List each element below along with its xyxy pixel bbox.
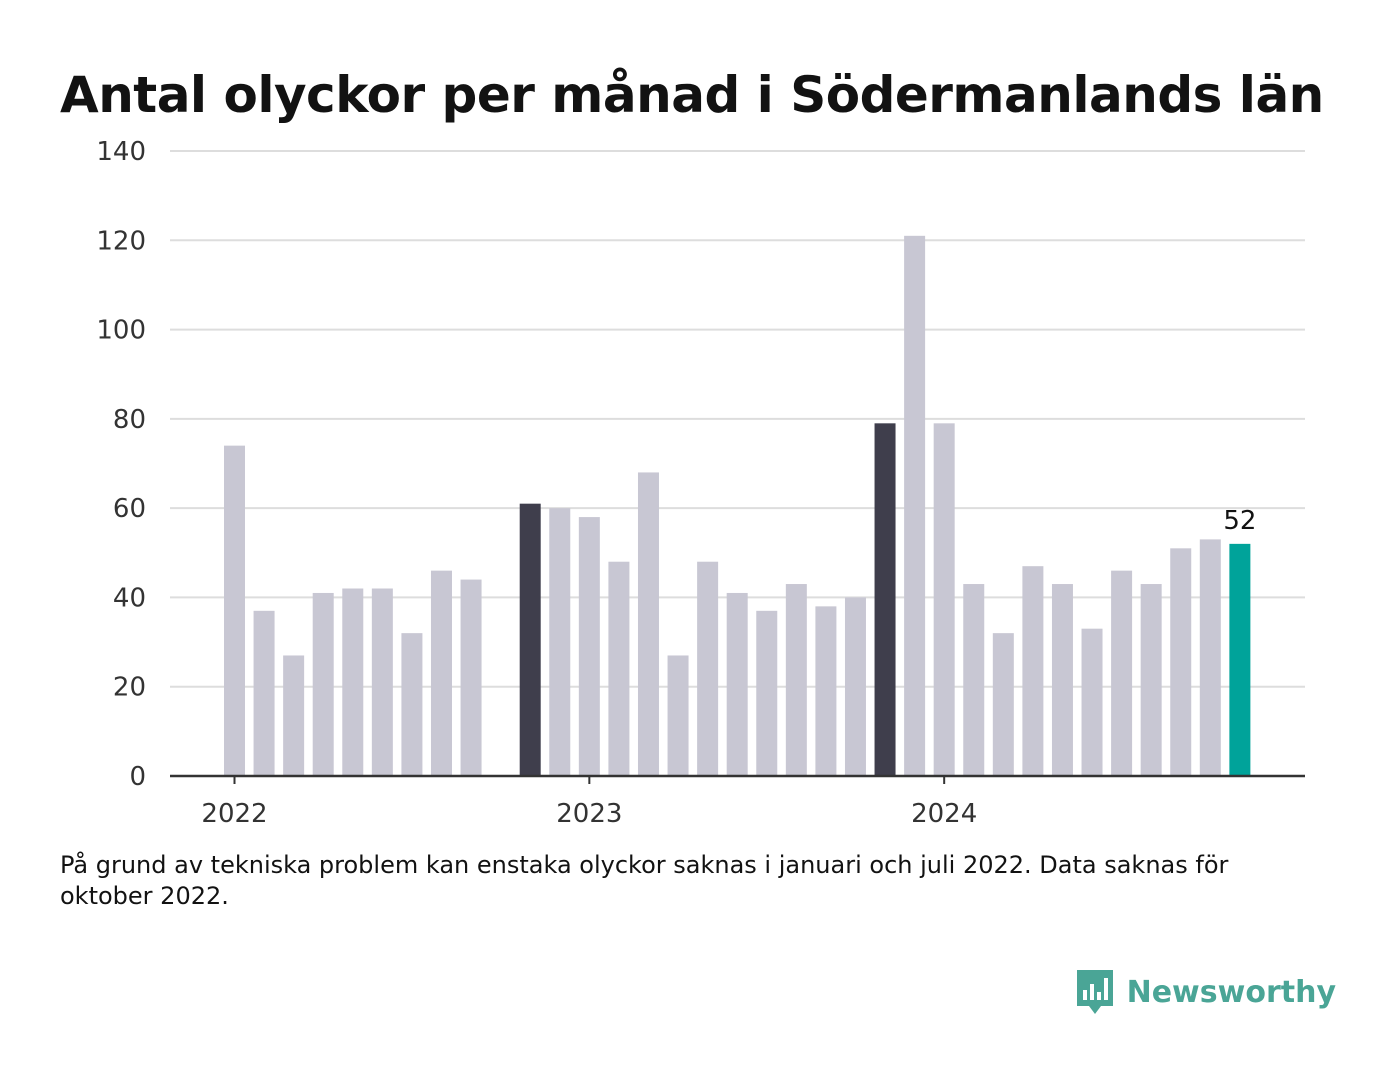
data-labels: 52 [1223,506,1256,536]
bar-2022-07 [401,633,423,776]
bar-2023-01 [578,517,600,776]
y-tick-label: 60 [113,494,146,524]
bar-2024-05 [1051,584,1073,776]
bar-2023-05 [697,561,719,776]
value-label: 52 [1223,506,1256,536]
bar-2023-02 [608,561,630,776]
x-tick-label: 2024 [911,799,977,829]
bar-2024-06 [1081,628,1103,776]
bar-2023-09 [815,606,837,776]
bar-2022-05 [342,588,364,776]
bar-2022-06 [371,588,393,776]
bar-chart: 0 20 40 60 80 100 120 140 2022 2023 2024 52 [96,137,1305,829]
bars [224,235,1251,777]
x-tick-label: 2022 [201,799,267,829]
brand-logo[interactable]: Newsworthy [1075,968,1336,1016]
bar-2024-04 [1022,566,1044,776]
y-tick-label: 80 [113,405,146,435]
bar-2024-11 [1229,543,1251,776]
bar-2023-06 [726,592,748,776]
y-axis-ticks: 0 20 40 60 80 100 120 140 [96,137,146,792]
y-tick-label: 0 [129,762,146,792]
x-tick-label: 2023 [556,799,622,829]
bar-2024-08 [1140,584,1162,776]
bar-2023-10 [844,597,866,776]
y-tick-label: 100 [96,316,146,346]
bar-2022-01 [224,445,245,776]
bar-2024-02 [963,584,985,776]
chart-title: Antal olyckor per månad i Södermanlands … [60,66,1324,124]
bar-2023-08 [785,584,807,776]
bar-2022-12 [549,508,571,776]
bar-chart-speech-bubble-icon [1076,970,1113,1014]
bar-2023-07 [756,610,778,776]
y-tick-label: 40 [113,583,146,613]
bar-2022-03 [283,655,305,776]
bar-2024-10 [1199,539,1221,776]
y-tick-label: 120 [96,226,146,256]
y-tick-label: 20 [113,673,146,703]
bar-2022-02 [253,610,275,776]
y-tick-label: 140 [96,137,146,167]
bar-2024-03 [992,633,1014,776]
x-axis-ticks: 2022 2023 2024 [201,776,977,829]
bar-2022-11 [519,503,541,776]
brand-name: Newsworthy [1126,974,1336,1010]
bar-2023-04 [667,655,689,776]
bar-2023-11 [874,423,896,776]
bar-2024-07 [1111,570,1133,776]
bar-2024-01 [933,423,955,776]
bar-2022-08 [430,570,452,776]
bar-2024-09 [1170,548,1192,776]
bar-2023-12 [904,235,926,777]
bar-2023-03 [637,472,659,776]
bar-2022-09 [460,579,482,776]
bar-2022-04 [312,592,334,776]
footnote: På grund av tekniska problem kan enstaka… [60,851,1229,910]
